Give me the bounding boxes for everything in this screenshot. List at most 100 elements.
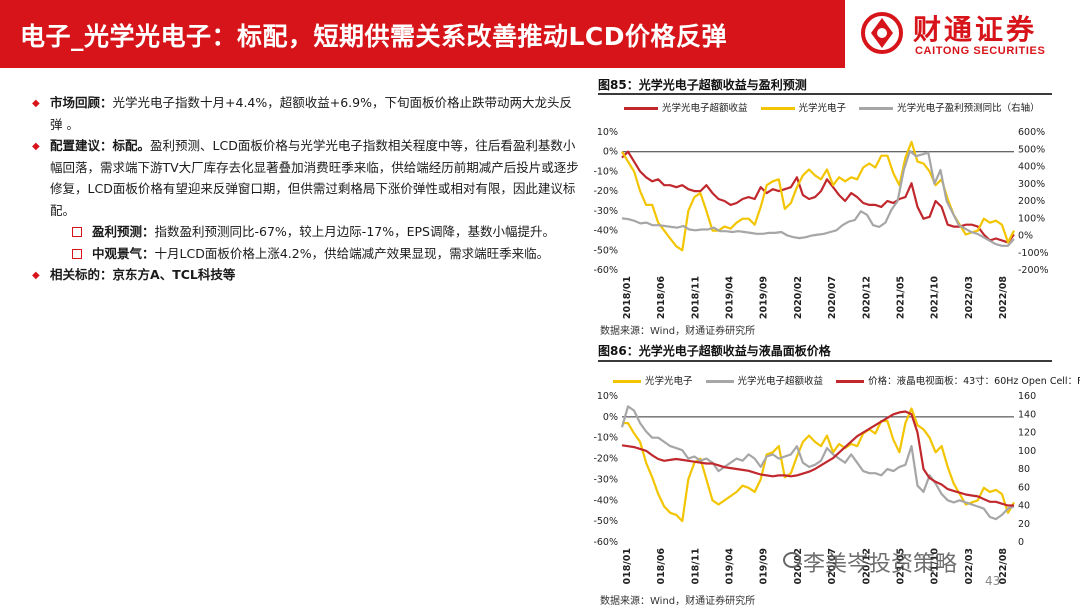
logo-chinese-name: 财通证券 [913,13,1038,46]
figure-85-title: 图85：光学光电子超额收益与盈利预测 [598,78,807,92]
figure-86-rule [598,360,1052,362]
x-tick-label: 2019/09 [759,548,770,584]
figure-86-source: 数据来源：Wind，财通证券研究所 [600,596,756,607]
y-right-tick-label: 300% [1018,179,1045,190]
x-tick-label: 2021/10 [930,548,941,584]
brand-logo: 财通证券 CAITONG SECURITIES [843,0,1080,68]
x-tick-label: 2022/08 [998,276,1009,320]
y-left-tick-label: -50% [593,516,618,527]
legend-swatch [760,107,795,110]
y-right-tick-label: 500% [1018,144,1045,155]
legend-item: 光学光电子盈利预测同比（右轴） [859,100,1040,114]
figure-86-chart: 10% 0% -10% -20% -30% -40% -50% -60% 160 140 120 10… [593,391,1036,584]
legend-label: 光学光电子超额收益 [662,103,748,114]
y-right-tick-label: 0% [1018,231,1033,242]
x-tick-label: 2021/10 [930,276,941,320]
legend-swatch [624,107,658,110]
y-left-tick-label: -10% [593,433,618,444]
legend-swatch [705,380,734,383]
sub-bullet-text: 指数盈利预测同比-67%，较上月边际-17%，EPS调降，基数小幅提升。 [154,224,555,239]
legend-label: 光学光电子盈利预测同比（右轴） [897,103,1040,114]
y-left-tick-label: 0% [603,147,618,158]
x-tick-label: 2019/04 [725,548,736,584]
bullet-text: 光学光电子指数十月+4.4%，超额收益+6.9%，下旬面板价格止跌带动两大龙头反… [50,95,572,132]
bullet-label: 相关标的： [50,267,113,282]
bullet-label: 配置建议：标配。 [50,138,151,153]
y-right-tick-label: 140 [1018,409,1036,420]
y-right-tick-label: 100% [1018,213,1045,224]
series-line-0 [622,407,1015,523]
logo-english-name: CAITONG SECURITIES [915,45,1046,57]
y-left-tick-label: -40% [593,226,618,237]
x-tick-label: 2019/09 [759,276,770,319]
y-left-tick-label: -30% [593,474,618,485]
logo-mark-icon [861,12,903,54]
sub-bullet-label: 盈利预测： [92,224,155,239]
square-bullet-icon [72,248,82,259]
legend-item: 光学光电子超额收益 [624,100,748,114]
figure-85-legend: 光学光电子超额收益 光学光电子 光学光电子盈利预测同比（右轴） [624,100,1050,114]
figure-85-source: 数据来源：Wind，财通证券研究所 [600,326,756,337]
x-tick-label: 2018/06 [656,548,667,584]
wechat-icon [783,552,801,568]
x-tick-label: 2020/07 [827,276,838,319]
legend-swatch [859,107,894,110]
bullet-related-stocks: ◆ 相关标的：京东方A、TCL科技等 [22,264,582,286]
x-tick-label: 2018/01 [622,276,633,319]
series-line-1 [621,140,1015,252]
figure-86-title: 图86：光学光电子超额收益与液晶面板价格 [598,344,831,358]
y-right-tick-label: 0 [1018,537,1024,548]
y-left-tick-label: 10% [597,391,618,402]
legend-item: 光学光电子 [760,100,847,114]
y-right-tick-label: 40 [1018,501,1030,512]
x-tick-label: 2021/05 [895,276,906,319]
y-right-tick-label: 60 [1018,482,1030,493]
legend-swatch [836,380,865,383]
x-tick-label: 2022/03 [964,276,975,319]
legend-item: 光学光电子超额收益 [705,373,824,387]
figure-85-chart: 10% 0% -10% -20% -30% -40% -50% -60% 600% 500% 400… [593,127,1049,320]
legend-item: 光学光电子 [613,373,693,387]
y-right-tick-label: 200% [1018,196,1045,207]
y-right-tick-label: 400% [1018,162,1045,173]
page-title: 电子_光学光电子：标配，短期供需关系改善推动LCD价格反弹 [20,22,728,51]
slide-header: 电子_光学光电子：标配，短期供需关系改善推动LCD价格反弹 财通证券 CAITO… [0,0,1080,68]
y-right-tick-label: 20 [1018,519,1030,530]
x-tick-label: 2018/11 [690,548,701,584]
figure-86-legend: 光学光电子 光学光电子超额收益 价格：液晶电视面板：43寸：60Hz Open … [613,373,1080,387]
sub-bullet-industry-prosperity: 中观景气：十月LCD面板价格上涨4.2%，供给端减产效果显现，需求端旺季来临。 [22,243,582,265]
sub-bullet-earnings-forecast: 盈利预测：指数盈利预测同比-67%，较上月边际-17%，EPS调降，基数小幅提升… [22,221,582,243]
y-left-tick-label: -10% [593,166,618,177]
y-right-tick-label: 120 [1018,428,1036,439]
x-tick-label: 2020/07 [827,548,838,584]
y-left-tick-label: -40% [593,495,618,506]
figure-85-rule [598,93,1052,95]
square-bullet-icon [72,227,82,237]
y-left-tick-label: -50% [593,245,618,256]
legend-label: 光学光电子 [645,376,693,387]
y-left-tick-label: -60% [593,265,618,276]
x-tick-label: 2022/03 [964,548,975,584]
x-tick-label: 2021/05 [895,548,906,584]
y-right-tick-label: -100% [1018,248,1049,259]
legend-label: 光学光电子 [798,103,847,114]
bullet-market-review: ◆ 市场回顾：光学光电子指数十月+4.4%，超额收益+6.9%，下旬面板价格止跌… [22,92,582,135]
y-right-tick-label: 600% [1018,127,1045,138]
text-panel: ◆ 市场回顾：光学光电子指数十月+4.4%，超额收益+6.9%，下旬面板价格止跌… [22,92,582,286]
y-left-tick-label: 0% [603,412,618,423]
x-tick-label: 2018/01 [622,548,633,584]
sub-bullet-text: 十月LCD面板价格上涨4.2%，供给端减产效果显现，需求端旺季来临。 [154,245,550,261]
y-left-tick-label: 10% [597,127,618,138]
y-left-tick-label: -20% [593,186,618,197]
diamond-bullet-icon: ◆ [32,98,40,109]
bullet-label: 市场回顾： [50,95,113,110]
y-left-tick-label: -60% [593,537,618,548]
diamond-bullet-icon: ◆ [32,270,40,281]
page-number: 43 [985,574,1001,588]
x-tick-label: 2020/12 [861,548,872,584]
legend-label: 价格：液晶电视面板：43寸：60Hz Open Cell：FHD [868,376,1080,387]
y-right-tick-label: 100 [1018,446,1036,457]
y-left-tick-label: -20% [593,454,618,465]
x-tick-label: 2020/02 [793,276,804,319]
legend-label: 光学光电子超额收益 [737,376,824,387]
